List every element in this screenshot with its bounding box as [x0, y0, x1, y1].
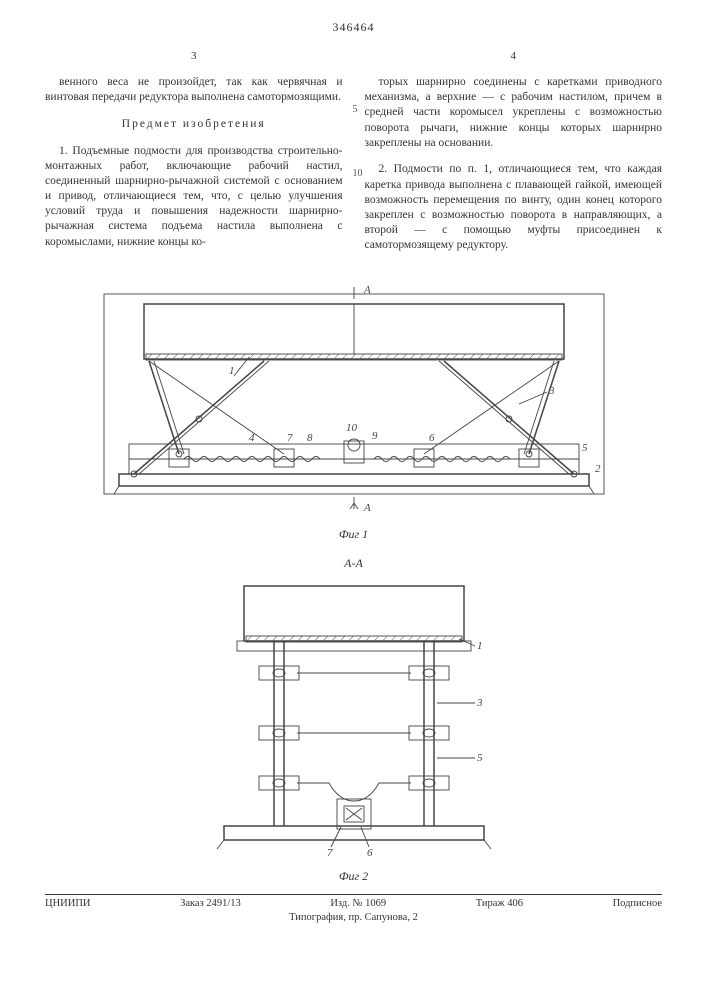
page: 346464 3 венного веса не произойдет, так… — [0, 0, 707, 938]
footer-tirazh: Тираж 406 — [476, 898, 523, 909]
footer-izd: Изд. № 1069 — [330, 898, 386, 909]
f2-n3: 3 — [476, 697, 483, 709]
footer-org: ЦНИИПИ — [45, 898, 91, 909]
subject-heading: Предмет изобретения — [45, 117, 343, 132]
para-r1: торых шарнирно соединены с каретками при… — [365, 75, 663, 151]
claim-2: 2. Подмости по п. 1, отличающиеся тем, ч… — [365, 162, 663, 253]
figure-1: А А 1 2 3 4 5 6 7 8 9 10 Фиг 1 — [45, 279, 662, 542]
footer-typography: Типография, пр. Сапунова, 2 — [45, 912, 662, 923]
f1-n10: 10 — [346, 422, 358, 434]
sect-A-bot: А — [363, 502, 371, 514]
para-l1: венного веса не произойдет, так как черв… — [45, 75, 343, 105]
line-mark-5: 5 — [353, 103, 358, 116]
line-mark-10: 10 — [353, 167, 363, 180]
f1-n3: 3 — [548, 385, 555, 397]
fig2-title: А-А — [45, 556, 662, 571]
sect-A-top: А — [363, 284, 371, 296]
fig1-svg: А А 1 2 3 4 5 6 7 8 9 10 — [74, 279, 634, 519]
fig1-caption: Фиг 1 — [45, 527, 662, 542]
footer-order: Заказ 2491/13 — [180, 898, 241, 909]
f1-n4: 4 — [249, 432, 255, 444]
figure-2: А-А — [45, 556, 662, 884]
f2-n7: 7 — [327, 847, 333, 859]
f1-n8: 8 — [307, 432, 313, 444]
f1-n5: 5 — [582, 442, 588, 454]
footer-sub: Подписное — [613, 898, 662, 909]
right-column: 5 10 4 торых шарнирно соединены с каретк… — [365, 49, 663, 265]
footer-line: ЦНИИПИ Заказ 2491/13 Изд. № 1069 Тираж 4… — [45, 894, 662, 909]
patent-number: 346464 — [45, 20, 662, 35]
f1-n6: 6 — [429, 432, 435, 444]
fig2-caption: Фиг 2 — [45, 869, 662, 884]
f2-n5: 5 — [477, 752, 483, 764]
page-num-left: 3 — [45, 49, 343, 64]
left-column: 3 венного веса не произойдет, так как че… — [45, 49, 343, 265]
f1-n9: 9 — [372, 430, 378, 442]
f1-n1: 1 — [229, 365, 235, 377]
claim-1: 1. Подъемные подмости для производства с… — [45, 144, 343, 250]
f1-n2: 2 — [595, 463, 601, 475]
f2-n6: 6 — [367, 847, 373, 859]
f1-n7: 7 — [287, 432, 293, 444]
fig2-svg: 1 3 5 6 7 — [189, 571, 519, 861]
page-num-right: 4 — [365, 49, 663, 64]
text-columns: 3 венного веса не произойдет, так как че… — [45, 49, 662, 265]
f2-n1: 1 — [477, 640, 483, 652]
